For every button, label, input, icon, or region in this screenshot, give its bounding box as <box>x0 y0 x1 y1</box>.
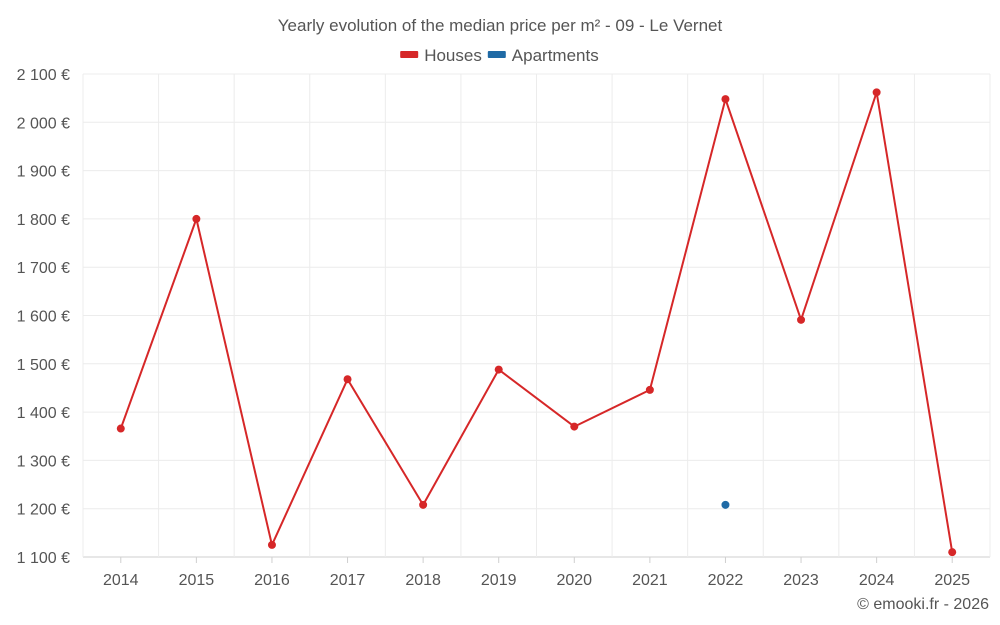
legend-swatch <box>487 51 506 58</box>
legend-label: Apartments <box>512 46 599 65</box>
data-point-houses[interactable] <box>948 548 957 557</box>
legend-label: Houses <box>424 46 482 65</box>
data-point-apartments[interactable] <box>721 500 730 509</box>
legend-item-houses[interactable]: Houses <box>400 46 482 65</box>
y-tick-label: 2 100 € <box>17 67 70 84</box>
x-tick-label: 2023 <box>783 572 819 589</box>
data-point-houses[interactable] <box>721 95 730 104</box>
credit-text: © emooki.fr - 2026 <box>857 596 989 613</box>
data-point-houses[interactable] <box>192 214 201 223</box>
x-tick-label: 2016 <box>254 572 290 589</box>
x-tick-label: 2017 <box>330 572 366 589</box>
data-point-houses[interactable] <box>419 500 428 509</box>
data-point-houses[interactable] <box>343 375 352 384</box>
data-point-houses[interactable] <box>494 365 503 374</box>
y-tick-label: 1 300 € <box>17 453 70 470</box>
x-tick-label: 2022 <box>708 572 744 589</box>
y-tick-label: 1 200 € <box>17 502 70 519</box>
x-tick-label: 2014 <box>103 572 139 589</box>
series-group <box>116 88 957 557</box>
y-tick-label: 1 600 € <box>17 309 70 326</box>
legend-swatch <box>400 51 419 58</box>
y-tick-label: 1 900 € <box>17 164 70 181</box>
data-point-houses[interactable] <box>645 385 654 394</box>
x-tick-label: 2024 <box>859 572 895 589</box>
data-point-houses[interactable] <box>267 540 276 549</box>
y-tick-label: 2 000 € <box>17 115 70 132</box>
data-point-houses[interactable] <box>570 422 579 431</box>
x-axis: 2014 2015 2016 2017 2018 2019 2020 2021 2022 2023… <box>103 557 970 589</box>
y-axis: 1 100 € 1 200 € 1 300 € 1 400 € 1 500 € 1 600… <box>17 67 70 567</box>
x-tick-label: 2019 <box>481 572 517 589</box>
grid <box>82 73 991 558</box>
y-tick-label: 1 100 € <box>17 550 70 567</box>
series-line-houses <box>119 91 954 553</box>
y-tick-label: 1 400 € <box>17 405 70 422</box>
data-point-houses[interactable] <box>872 88 881 97</box>
series-apartments <box>721 500 730 509</box>
x-tick-label: 2020 <box>556 572 592 589</box>
legend: Houses Apartments <box>400 46 599 65</box>
series-houses <box>116 88 957 557</box>
x-tick-label: 2025 <box>934 572 970 589</box>
x-tick-label: 2018 <box>405 572 441 589</box>
data-point-houses[interactable] <box>116 424 125 433</box>
legend-item-apartments[interactable]: Apartments <box>487 46 599 65</box>
y-tick-label: 1 500 € <box>17 357 70 374</box>
x-tick-label: 2021 <box>632 572 668 589</box>
x-tick-label: 2015 <box>179 572 215 589</box>
y-tick-label: 1 800 € <box>17 212 70 229</box>
y-tick-label: 1 700 € <box>17 260 70 277</box>
chart-title: Yearly evolution of the median price per… <box>278 16 723 35</box>
data-point-houses[interactable] <box>797 315 806 324</box>
